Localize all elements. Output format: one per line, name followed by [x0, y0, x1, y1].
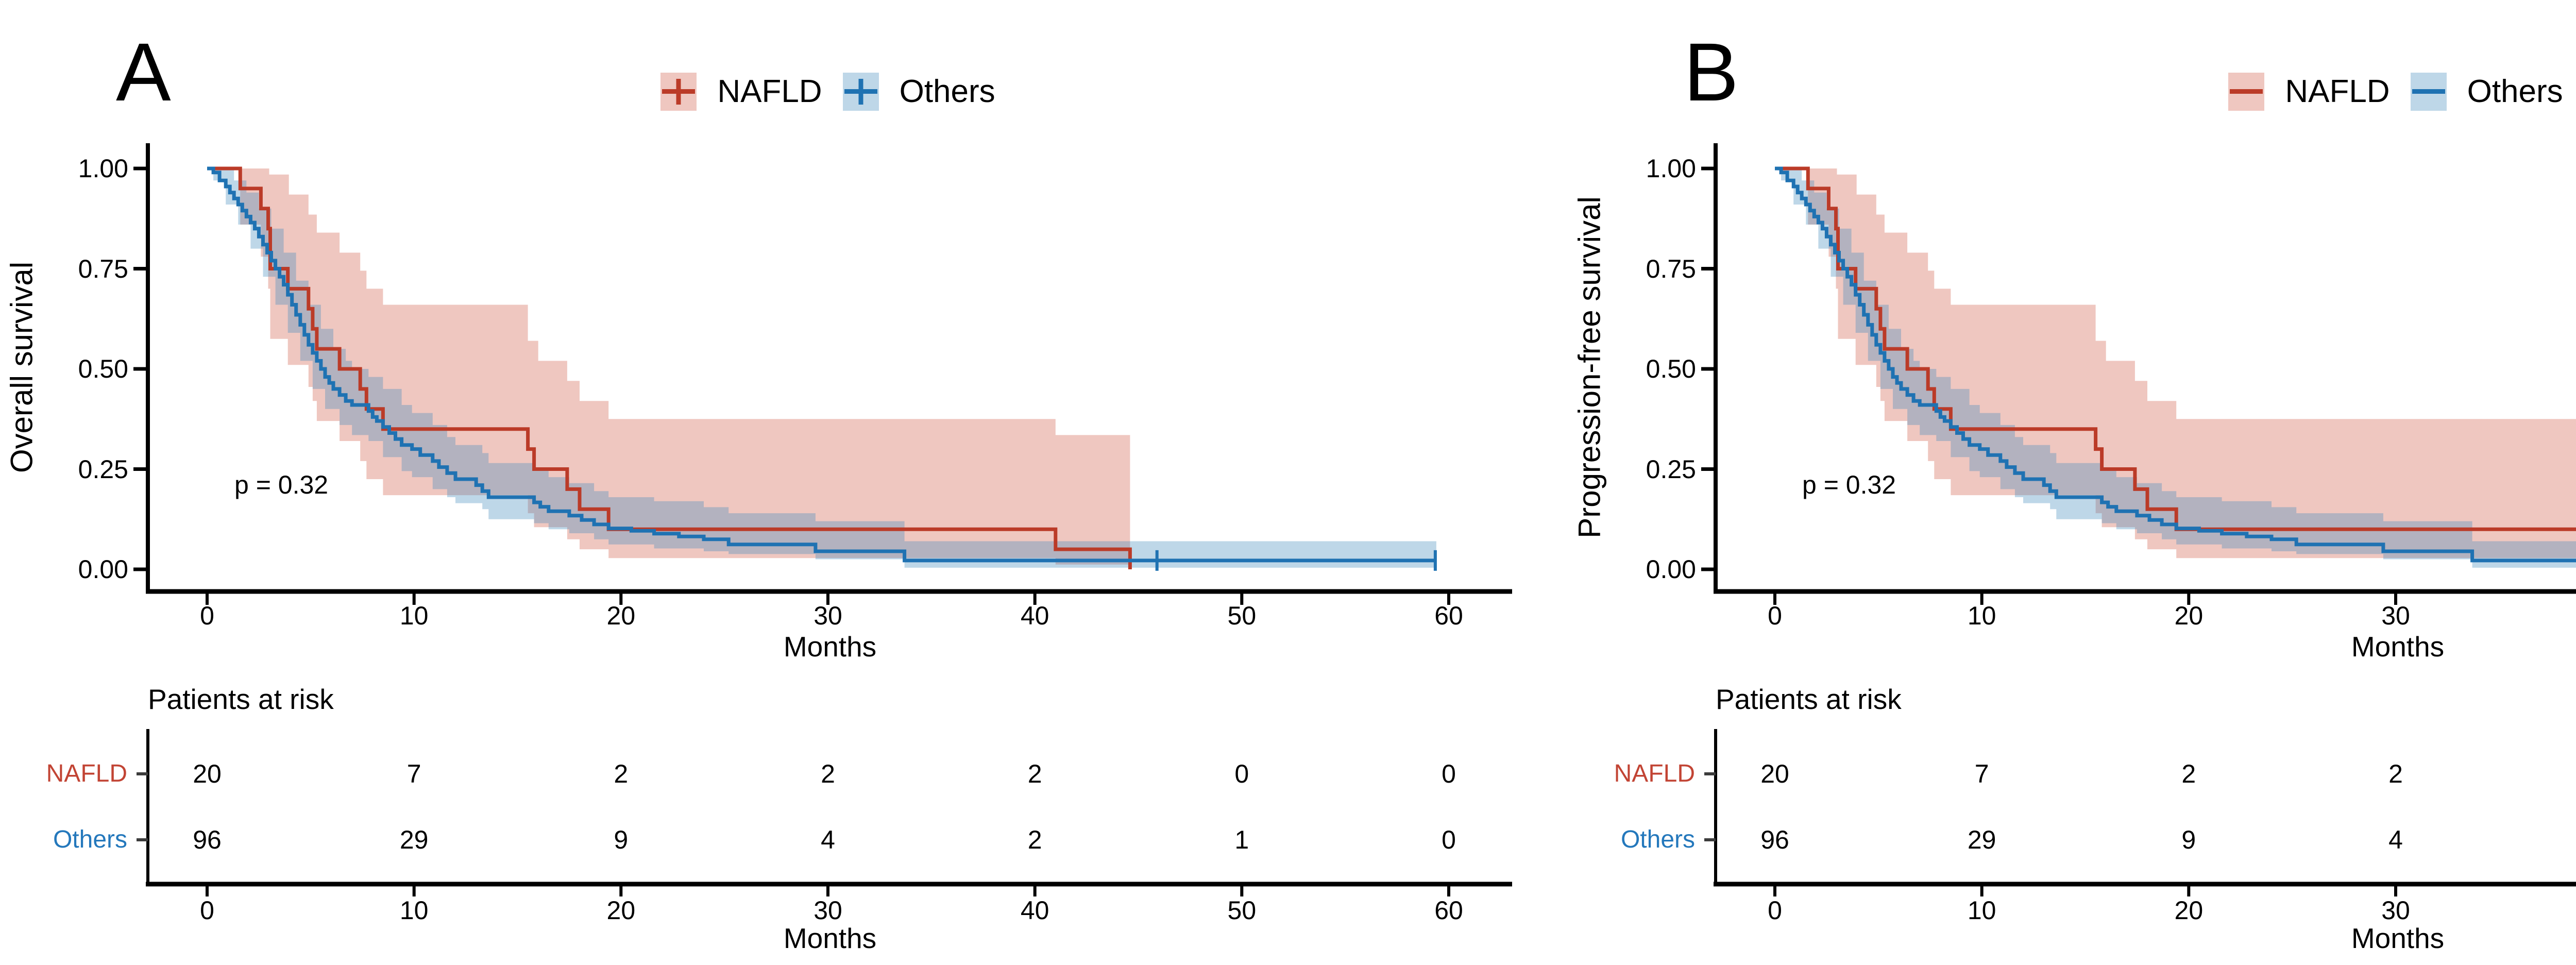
legend-label-others: Others	[899, 74, 995, 109]
others-ci-band	[207, 168, 1436, 568]
km-plot-a	[133, 143, 1512, 896]
risk-table-title: Patients at risk	[148, 683, 334, 715]
legend-item-others: Others	[842, 73, 995, 111]
km-plot-b	[1701, 143, 2576, 896]
risk-count: 0	[1442, 825, 1456, 854]
y-tick-label: 0.25	[78, 454, 128, 484]
x-tick-label: 20	[2174, 601, 2204, 630]
others-curve	[1775, 166, 2576, 563]
nafld-curve	[1775, 166, 2576, 531]
risk-count: 0	[1234, 759, 1249, 788]
x-tick-label: 10	[1967, 601, 1996, 630]
y-tick-label: 1.00	[1646, 154, 1696, 183]
risk-x-tick-label: 60	[1434, 896, 1463, 925]
legend: NAFLD Others	[207, 65, 1449, 118]
legend: NAFLD Others	[1775, 65, 2576, 118]
risk-count: 9	[614, 825, 629, 854]
risk-x-tick-label: 40	[1020, 896, 1049, 925]
risk-x-tick-label: 20	[606, 896, 636, 925]
risk-x-tick-label: 40	[2551, 898, 2576, 923]
y-tick-label: 1.00	[78, 154, 128, 183]
risk-count: 96	[1760, 825, 1789, 854]
risk-count: 4	[821, 825, 835, 854]
y-tick-label: 0.75	[78, 254, 128, 283]
risk-count: 2	[1027, 825, 1042, 854]
risk-count: 9	[2181, 825, 2196, 854]
x-tick-label: 10	[399, 601, 429, 630]
risk-count: 2	[2546, 827, 2576, 853]
p-value: p = 0.32	[1802, 470, 1896, 499]
risk-count: 20	[193, 759, 222, 788]
risk-count: 2	[2546, 761, 2576, 787]
y-tick-label: 0.00	[78, 555, 128, 584]
p-value: p = 0.32	[234, 470, 329, 499]
x-tick-label: 40	[2551, 603, 2576, 629]
risk-count: 2	[614, 759, 629, 788]
censor-plus-icon	[660, 73, 697, 111]
risk-count: 0	[1442, 759, 1456, 788]
x-tick-label: 20	[606, 601, 636, 630]
y-tick-label: 0.25	[1646, 454, 1696, 484]
y-tick-label: 0.50	[78, 354, 128, 383]
x-axis-title: Months	[783, 631, 877, 663]
risk-count: 7	[406, 759, 421, 788]
risk-count: 20	[1760, 759, 1789, 788]
x-tick-label: 0	[200, 601, 214, 630]
x-tick-label: 30	[814, 601, 842, 630]
y-tick-label: 0.00	[1646, 555, 1696, 584]
risk-count: 2	[2388, 759, 2403, 788]
x-tick-label: 60	[1434, 601, 1463, 630]
legend-item-nafld: NAFLD	[660, 73, 822, 111]
x-axis-title: Months	[2351, 631, 2445, 663]
legend-label-nafld: NAFLD	[2285, 74, 2390, 109]
risk-count: 2	[821, 759, 835, 788]
nafld-curve	[207, 166, 1132, 569]
others-curve	[207, 166, 1436, 563]
x-tick-label: 50	[1227, 601, 1257, 630]
risk-row-label-nafld: NAFLD	[1614, 760, 1695, 787]
panel-b: B NAFLD Others Progression-free survival…	[1546, 0, 2576, 965]
risk-row-label-others: Others	[1620, 826, 1695, 853]
risk-x-axis-title: Months	[2351, 922, 2445, 954]
panel-label: B	[1684, 26, 1739, 118]
risk-row-label-nafld: NAFLD	[46, 760, 127, 787]
nafld-ci-band	[1775, 168, 2576, 558]
risk-count: 2	[1027, 759, 1042, 788]
risk-count: 29	[1967, 825, 1996, 854]
risk-x-axis-title: Months	[783, 922, 877, 954]
risk-count: 1	[1234, 825, 1249, 854]
risk-x-tick-label: 10	[399, 896, 429, 925]
risk-row-label-others: Others	[53, 826, 127, 853]
y-tick-label: 0.75	[1646, 254, 1696, 283]
y-tick-label: 0.50	[1646, 354, 1696, 383]
risk-x-tick-label: 0	[200, 896, 214, 925]
x-tick-label: 30	[2381, 601, 2410, 630]
risk-x-tick-label: 0	[1768, 896, 1782, 925]
x-tick-label: 40	[1020, 601, 1049, 630]
risk-x-tick-label: 20	[2174, 896, 2204, 925]
risk-x-tick-label: 30	[814, 896, 842, 925]
risk-count: 4	[2388, 825, 2403, 854]
legend-item-nafld: NAFLD	[2228, 73, 2390, 111]
others-ci-band	[1775, 168, 2576, 568]
risk-x-tick-label: 30	[2381, 896, 2410, 925]
censor-plus-icon	[842, 73, 879, 111]
risk-x-tick-label: 10	[1967, 896, 1996, 925]
risk-count: 96	[193, 825, 222, 854]
risk-count: 2	[2181, 759, 2196, 788]
risk-count: 7	[1974, 759, 1989, 788]
risk-x-tick-label: 50	[1227, 896, 1257, 925]
x-tick-label: 0	[1768, 601, 1782, 630]
panel-label: A	[116, 26, 171, 118]
line-dash-icon	[2228, 73, 2265, 111]
panel-a: A NAFLD Others Overall survival p = 0.32…	[5, 26, 1512, 954]
risk-table-title: Patients at risk	[1716, 683, 1902, 715]
risk-count: 29	[399, 825, 429, 854]
legend-label-nafld: NAFLD	[717, 74, 822, 109]
line-dash-icon	[2410, 73, 2447, 111]
legend-item-others: Others	[2410, 73, 2563, 111]
legend-label-others: Others	[2467, 74, 2563, 109]
